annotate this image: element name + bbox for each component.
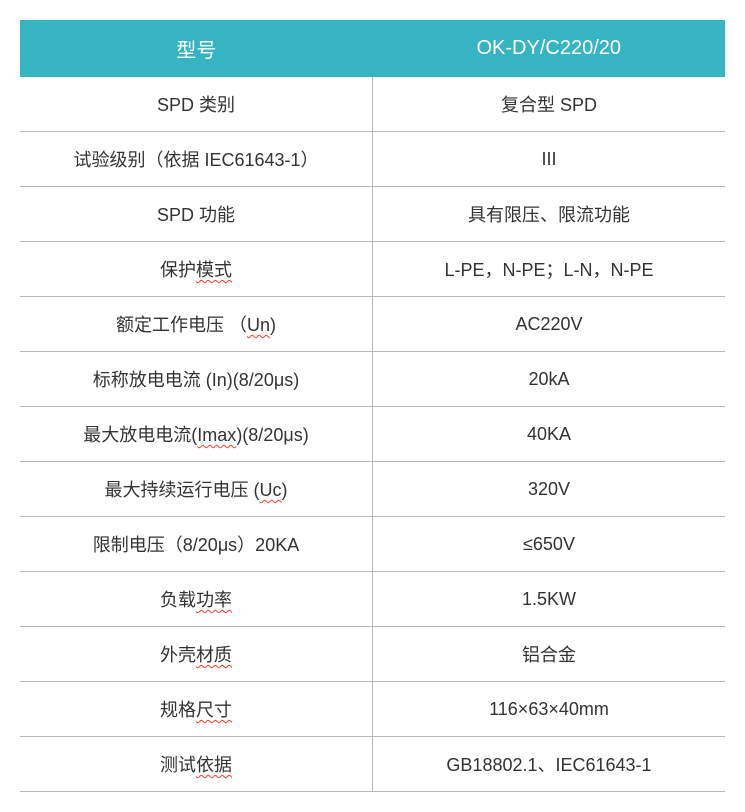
row-value: 复合型 SPD	[373, 77, 726, 132]
spell-underline: 功率	[196, 590, 232, 610]
row-label: 负载功率	[20, 572, 373, 627]
row-value: 116×63×40mm	[373, 682, 726, 737]
row-value: 20kA	[373, 352, 726, 407]
table-row: 规格尺寸 116×63×40mm	[20, 682, 725, 737]
table-row: 测试依据 GB18802.1、IEC61643-1	[20, 737, 725, 792]
row-label: 测试依据	[20, 737, 373, 792]
table-row: 试验级别（依据 IEC61643-1） III	[20, 132, 725, 187]
row-value: ≤650V	[373, 517, 726, 572]
table-row: SPD 类别 复合型 SPD	[20, 77, 725, 132]
spell-underline: 依据	[196, 755, 232, 775]
header-label: 型号	[20, 20, 373, 77]
row-label: 额定工作电压 （Un)	[20, 297, 373, 352]
spell-underline: Imax	[197, 425, 236, 445]
row-label: 最大持续运行电压 (Uc)	[20, 462, 373, 517]
row-value: 铝合金	[373, 627, 726, 682]
spell-underline: 模式	[196, 260, 232, 280]
row-label: 外壳材质	[20, 627, 373, 682]
table-row: SPD 功能 具有限压、限流功能	[20, 187, 725, 242]
table-header-row: 型号 OK-DY/C220/20	[20, 20, 725, 77]
row-value: 40KA	[373, 407, 726, 462]
row-value: AC220V	[373, 297, 726, 352]
spec-table: 型号 OK-DY/C220/20 SPD 类别 复合型 SPD 试验级别（依据 …	[20, 20, 725, 792]
table-row: 限制电压（8/20μs）20KA ≤650V	[20, 517, 725, 572]
table-row: 额定工作电压 （Un) AC220V	[20, 297, 725, 352]
row-label: 试验级别（依据 IEC61643-1）	[20, 132, 373, 187]
row-value: L-PE，N-PE；L-N，N-PE	[373, 242, 726, 297]
row-value: 具有限压、限流功能	[373, 187, 726, 242]
row-label: SPD 类别	[20, 77, 373, 132]
row-label: 标称放电电流 (In)(8/20μs)	[20, 352, 373, 407]
table-row: 负载功率 1.5KW	[20, 572, 725, 627]
header-value: OK-DY/C220/20	[373, 20, 726, 77]
row-value: III	[373, 132, 726, 187]
row-label: 限制电压（8/20μs）20KA	[20, 517, 373, 572]
row-label: 保护模式	[20, 242, 373, 297]
table-row: 保护模式 L-PE，N-PE；L-N，N-PE	[20, 242, 725, 297]
table-row: 标称放电电流 (In)(8/20μs) 20kA	[20, 352, 725, 407]
spell-underline: 材质	[196, 645, 232, 665]
row-value: 1.5KW	[373, 572, 726, 627]
row-label: 最大放电电流(Imax)(8/20μs)	[20, 407, 373, 462]
row-label: 规格尺寸	[20, 682, 373, 737]
table-row: 外壳材质 铝合金	[20, 627, 725, 682]
row-value: GB18802.1、IEC61643-1	[373, 737, 726, 792]
spell-underline: Uc	[260, 480, 282, 500]
row-value: 320V	[373, 462, 726, 517]
table-row: 最大放电电流(Imax)(8/20μs) 40KA	[20, 407, 725, 462]
spell-underline: Un	[247, 315, 270, 335]
spell-underline: 尺寸	[196, 700, 232, 720]
table-row: 最大持续运行电压 (Uc) 320V	[20, 462, 725, 517]
row-label: SPD 功能	[20, 187, 373, 242]
